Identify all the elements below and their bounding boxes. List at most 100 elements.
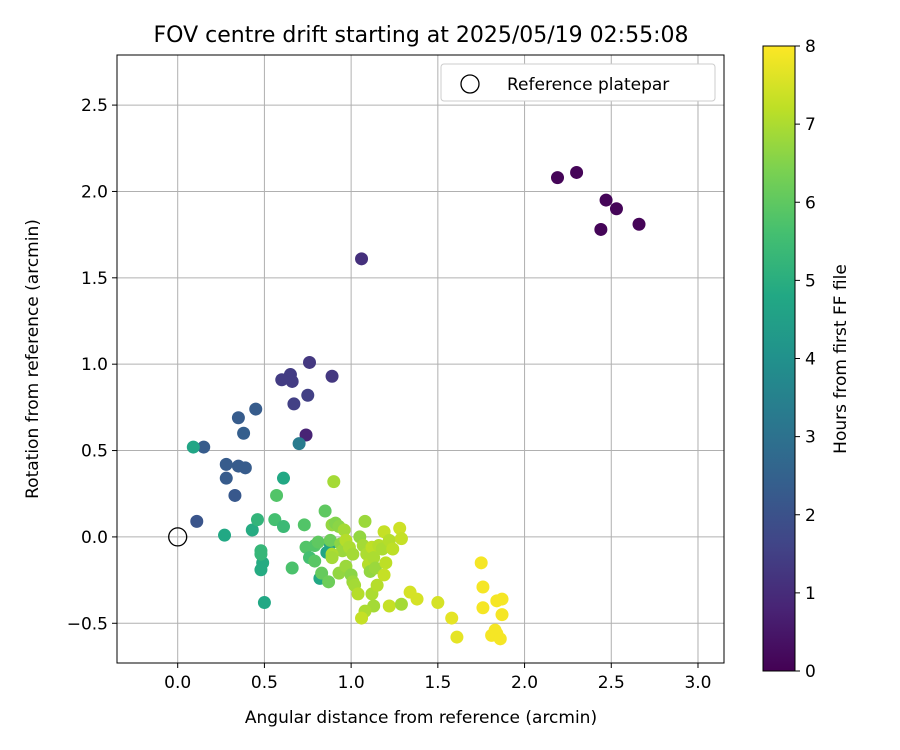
data-point xyxy=(431,596,445,610)
data-point xyxy=(358,514,372,528)
colorbar-tick-label: 2 xyxy=(805,506,816,526)
colorbar-tick-label: 7 xyxy=(805,115,816,135)
grid-lines xyxy=(117,55,724,663)
data-point xyxy=(495,592,509,606)
colorbar-tick-label: 0 xyxy=(805,662,816,682)
data-point xyxy=(551,171,565,185)
y-tick-label: 1.0 xyxy=(81,355,108,375)
legend: Reference platepar xyxy=(440,63,716,102)
data-point xyxy=(410,592,424,606)
data-point xyxy=(355,611,369,625)
data-point xyxy=(325,551,339,565)
data-point xyxy=(308,554,322,568)
data-point xyxy=(197,440,211,454)
colorbar-tick-label: 4 xyxy=(805,350,816,370)
y-tick-label: 0.5 xyxy=(81,442,108,462)
data-point xyxy=(285,374,299,388)
data-point xyxy=(445,611,459,625)
data-point xyxy=(219,471,233,485)
legend-marker-open-circle xyxy=(460,74,480,94)
data-point xyxy=(311,535,325,549)
data-point xyxy=(270,488,284,502)
data-point xyxy=(609,202,623,216)
x-axis-label: Angular distance from reference (arcmin) xyxy=(245,708,597,728)
data-point xyxy=(257,596,271,610)
data-point xyxy=(219,457,233,471)
data-point xyxy=(351,587,365,601)
data-point xyxy=(599,193,613,207)
data-point xyxy=(355,252,369,266)
colorbar-tick-label: 1 xyxy=(805,584,816,604)
data-point xyxy=(495,608,509,622)
data-point xyxy=(323,533,337,547)
colorbar: 0 1 2 3 4 5 6 7 8 Hours from first FF file xyxy=(762,37,851,682)
data-point xyxy=(254,563,268,577)
legend-box xyxy=(440,63,716,102)
data-point xyxy=(297,518,311,532)
data-point xyxy=(346,547,360,561)
data-point xyxy=(218,528,232,542)
colorbar-ticks: 0 1 2 3 4 5 6 7 8 xyxy=(795,37,816,682)
data-point xyxy=(186,440,200,454)
data-point xyxy=(394,597,408,611)
data-point xyxy=(292,437,306,451)
y-axis: −0.5 0.0 0.5 1.0 1.5 2.0 2.5 xyxy=(67,96,117,634)
data-point xyxy=(238,461,252,475)
colorbar-label: Hours from first FF file xyxy=(831,264,851,454)
x-tick-label: 0.5 xyxy=(251,673,278,693)
x-tick-label: 2.0 xyxy=(511,673,538,693)
data-point xyxy=(301,388,315,402)
data-point xyxy=(254,547,268,561)
y-tick-label: −0.5 xyxy=(67,614,108,634)
data-point xyxy=(237,426,251,440)
data-point xyxy=(382,599,396,613)
data-point xyxy=(303,355,317,369)
data-point xyxy=(394,532,408,546)
data-point xyxy=(276,471,290,485)
data-point xyxy=(386,542,400,556)
data-point xyxy=(325,369,339,383)
data-point xyxy=(375,542,389,556)
data-point xyxy=(287,397,301,411)
data-point xyxy=(318,504,332,518)
data-point xyxy=(276,520,290,534)
data-point xyxy=(249,402,263,416)
data-point xyxy=(250,513,264,527)
colorbar-tick-label: 3 xyxy=(805,428,816,448)
data-point xyxy=(285,561,299,575)
data-point xyxy=(476,580,490,594)
data-point xyxy=(493,632,507,646)
legend-label: Reference platepar xyxy=(507,75,669,95)
data-point xyxy=(476,601,490,615)
data-point xyxy=(377,568,391,582)
x-axis: 0.0 0.5 1.0 1.5 2.0 2.5 3.0 xyxy=(164,663,712,693)
data-point xyxy=(450,630,464,644)
data-point xyxy=(570,165,584,179)
y-tick-label: 0.0 xyxy=(81,528,108,548)
data-point xyxy=(228,488,242,502)
plot-frame xyxy=(116,54,725,664)
data-point xyxy=(632,217,646,231)
data-point xyxy=(337,523,351,537)
data-points xyxy=(186,165,646,646)
data-point xyxy=(275,373,289,387)
y-tick-label: 2.5 xyxy=(81,96,108,116)
y-axis-label: Rotation from reference (arcmin) xyxy=(23,219,43,499)
data-point xyxy=(594,222,608,236)
data-point xyxy=(327,475,341,489)
y-tick-label: 1.5 xyxy=(81,269,108,289)
colorbar-tick-label: 5 xyxy=(805,271,816,291)
data-point xyxy=(370,578,384,592)
chart-title: FOV centre drift starting at 2025/05/19 … xyxy=(154,23,689,48)
reference-platepar-marker xyxy=(168,527,188,547)
y-tick-label: 2.0 xyxy=(81,182,108,202)
colorbar-tick-label: 6 xyxy=(805,193,816,213)
x-tick-label: 1.5 xyxy=(424,673,451,693)
data-point xyxy=(322,575,336,589)
x-tick-label: 3.0 xyxy=(684,673,711,693)
data-point xyxy=(368,561,382,575)
x-tick-label: 1.0 xyxy=(338,673,365,693)
data-point xyxy=(315,566,329,580)
